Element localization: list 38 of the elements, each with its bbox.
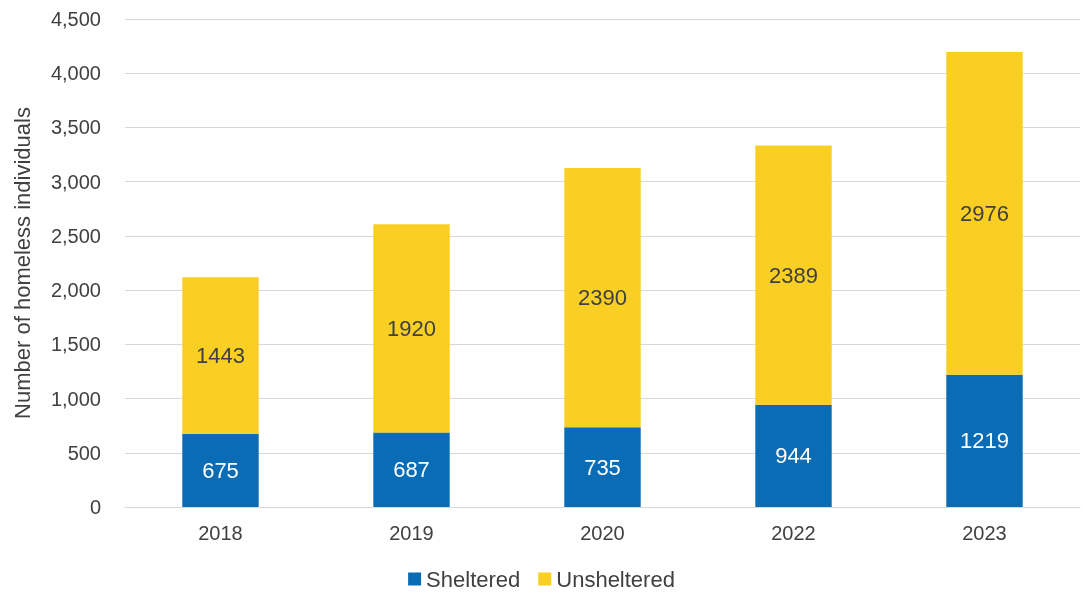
data-label: 687 (393, 457, 430, 483)
y-axis-title: Number of homeless individuals (9, 107, 35, 419)
data-label: 944 (775, 443, 812, 469)
y-tick-label: 500 (67, 441, 101, 464)
legend-label: Unsheltered (556, 566, 675, 592)
data-label: 2389 (769, 262, 818, 288)
data-label: 1920 (387, 315, 436, 341)
bar (564, 168, 641, 428)
y-tick-label: 2,500 (50, 224, 101, 247)
bar (755, 145, 832, 405)
data-label: 2390 (578, 285, 627, 311)
x-tick-label: 2022 (771, 522, 816, 544)
y-tick-label: 1,000 (50, 387, 101, 410)
bar (373, 432, 450, 507)
bar (946, 52, 1023, 375)
y-tick-label: 4,000 (50, 62, 101, 85)
data-label: 1443 (196, 343, 245, 369)
data-label: 2976 (960, 200, 1009, 226)
y-tick-label: 4,500 (50, 8, 101, 30)
y-tick-label: 1,500 (50, 333, 101, 356)
data-label: 1219 (960, 428, 1009, 454)
bar (182, 277, 259, 434)
data-label: 735 (584, 454, 621, 480)
y-tick-label: 0 (89, 496, 101, 518)
x-tick-label: 2023 (962, 522, 1007, 544)
data-label: 675 (202, 457, 239, 483)
bar (182, 433, 259, 507)
y-tick-label: 3,500 (50, 116, 101, 139)
x-tick-label: 2020 (580, 522, 625, 544)
x-tick-label: 2018 (198, 522, 243, 544)
bar (373, 224, 450, 433)
bar (564, 427, 641, 507)
y-tick-label: 2,000 (50, 279, 101, 302)
legend-label: Sheltered (426, 566, 521, 592)
bar (755, 404, 832, 507)
bar (946, 374, 1023, 507)
x-tick-label: 2019 (389, 522, 434, 544)
y-tick-label: 3,000 (50, 170, 101, 193)
